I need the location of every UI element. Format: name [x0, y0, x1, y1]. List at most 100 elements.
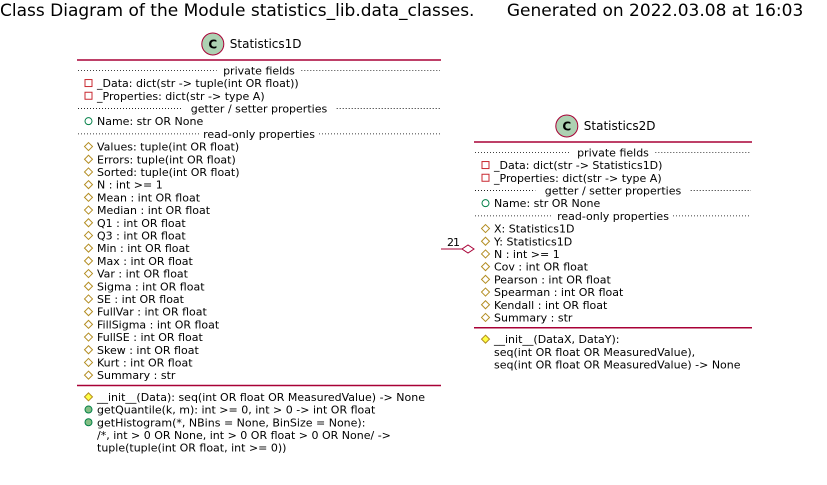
protected-visibility-icon: [480, 312, 491, 323]
class-attribute: Y: Statistics1D: [493, 235, 572, 248]
section-label: getter / setter properties: [545, 184, 682, 197]
class-attribute: FullVar : int OR float: [97, 306, 207, 319]
protected-visibility-icon: [480, 300, 491, 310]
class-attribute: Kurt : int OR float: [97, 356, 193, 369]
section-label: private fields: [577, 146, 649, 159]
protected-visibility-icon: [480, 223, 491, 234]
private-visibility-icon: [481, 161, 490, 170]
class-attribute: N : int >= 1: [97, 179, 163, 192]
protected-visibility-icon: [83, 243, 94, 253]
class-name: Statistics1D: [230, 37, 302, 51]
class-attribute: Max : int OR float: [97, 255, 193, 268]
protected-visibility-icon: [83, 306, 94, 317]
protected-visibility-icon: [83, 294, 94, 304]
cardinality-to: 1: [453, 236, 460, 249]
class-method: seq(int OR float OR MeasuredValue) -> No…: [494, 359, 741, 372]
protected-visibility-icon: [480, 249, 491, 259]
class-attribute: _Properties: dict(str -> type A): [493, 172, 662, 185]
class-statistics2d[interactable]: C Statistics2D private fields_Data: dict(s…: [473, 109, 753, 377]
class-attribute: Mean : int OR float: [97, 191, 201, 204]
protected-visibility-icon: [83, 179, 94, 190]
class-method: getQuantile(k, m): int >= 0, int > 0 -> …: [97, 404, 376, 417]
stereotype-letter: C: [208, 38, 217, 52]
class-attribute: Min : int OR float: [97, 242, 190, 255]
class-attribute: Q3 : int OR float: [97, 229, 186, 242]
class-method: __init__(Data): seq(int OR float OR Meas…: [96, 391, 425, 404]
class-stereotype-icon: [201, 32, 225, 56]
protected-visibility-icon: [83, 268, 94, 279]
aggregation-link[interactable]: [441, 244, 475, 254]
protected-visibility-icon: [83, 319, 94, 330]
protected-visibility-icon: [83, 332, 94, 342]
class-attribute: FullSE : int OR float: [97, 331, 203, 344]
class-attribute: Name: str OR None: [494, 197, 600, 210]
class-box: [473, 109, 753, 377]
stereotype-letter: C: [562, 120, 571, 134]
protected-visibility-icon: [83, 370, 94, 380]
class-box: [76, 27, 442, 460]
protected-visibility-icon: [83, 167, 94, 177]
protected-method-icon: [480, 334, 491, 344]
class-stereotype-icon: [555, 114, 579, 138]
class-attribute: Spearman : int OR float: [494, 286, 624, 299]
section-label: private fields: [223, 64, 295, 77]
class-attribute: _Data: dict(str -> tuple(int OR float)): [96, 77, 299, 90]
class-attribute: Median : int OR float: [97, 204, 211, 217]
diagram-title: Class Diagram of the Module statistics_l…: [0, 1, 804, 21]
protected-visibility-icon: [83, 192, 94, 203]
protected-visibility-icon: [83, 256, 94, 266]
section-label: getter / setter properties: [191, 102, 328, 115]
cardinality-from: 2: [447, 236, 454, 249]
protected-method-icon: [83, 392, 94, 402]
class-attribute: Sorted: tuple(int OR float): [97, 166, 240, 179]
private-visibility-icon: [84, 79, 93, 88]
section-label: read-only properties: [557, 210, 669, 223]
class-method: __init__(DataX, DataY):: [493, 333, 619, 346]
class-attribute: Sigma : int OR float: [97, 280, 205, 293]
protected-visibility-icon: [83, 154, 94, 164]
class-attribute: _Properties: dict(str -> type A): [96, 90, 265, 103]
class-attribute: Cov : int OR float: [494, 261, 589, 274]
protected-visibility-icon: [83, 345, 94, 355]
class-attribute: Pearson : int OR float: [494, 273, 611, 286]
public-visibility-icon: [481, 199, 490, 208]
class-attribute: FillSigma : int OR float: [97, 318, 220, 331]
class-attribute: Summary : str: [494, 311, 573, 324]
class-attribute: Summary : str: [97, 369, 176, 382]
protected-visibility-icon: [83, 230, 94, 241]
class-attribute: Errors: tuple(int OR float): [97, 153, 236, 166]
class-attribute: Var : int OR float: [97, 268, 189, 281]
class-attribute: Values: tuple(int OR float): [97, 141, 239, 154]
protected-visibility-icon: [480, 287, 491, 297]
aggregation-diamond: [461, 244, 475, 254]
class-attribute: _Data: dict(str -> Statistics1D): [493, 159, 662, 172]
protected-visibility-icon: [480, 274, 491, 285]
protected-visibility-icon: [83, 141, 94, 152]
class-attribute: Name: str OR None: [97, 115, 203, 128]
protected-visibility-icon: [83, 281, 94, 291]
protected-visibility-icon: [83, 357, 94, 368]
protected-visibility-icon: [83, 218, 94, 228]
private-visibility-icon: [481, 173, 490, 182]
class-attribute: X: Statistics1D: [494, 223, 575, 236]
class-method: getHistogram(*, NBins = None, BinSize = …: [97, 416, 365, 429]
class-method: seq(int OR float OR MeasuredValue),: [494, 346, 695, 359]
class-statistics1d[interactable]: C Statistics1D private fields_Data: dict(s…: [76, 27, 442, 460]
class-method: tuple(tuple(int OR float, int >= 0)): [97, 442, 286, 455]
class-attribute: Skew : int OR float: [97, 344, 199, 357]
section-label: read-only properties: [203, 128, 315, 141]
private-visibility-icon: [84, 91, 93, 100]
protected-visibility-icon: [480, 236, 491, 246]
class-attribute: N : int >= 1: [494, 248, 560, 261]
public-visibility-icon: [84, 117, 93, 126]
public-method-icon: [84, 418, 93, 427]
protected-visibility-icon: [83, 205, 94, 215]
protected-visibility-icon: [480, 261, 491, 272]
class-attribute: SE : int OR float: [97, 293, 185, 306]
class-name: Statistics2D: [584, 119, 656, 133]
class-attribute: Kendall : int OR float: [494, 299, 608, 312]
public-method-icon: [84, 405, 93, 414]
class-attribute: Q1 : int OR float: [97, 217, 186, 230]
class-method: /*, int > 0 OR None, int > 0 OR float > …: [97, 429, 391, 442]
